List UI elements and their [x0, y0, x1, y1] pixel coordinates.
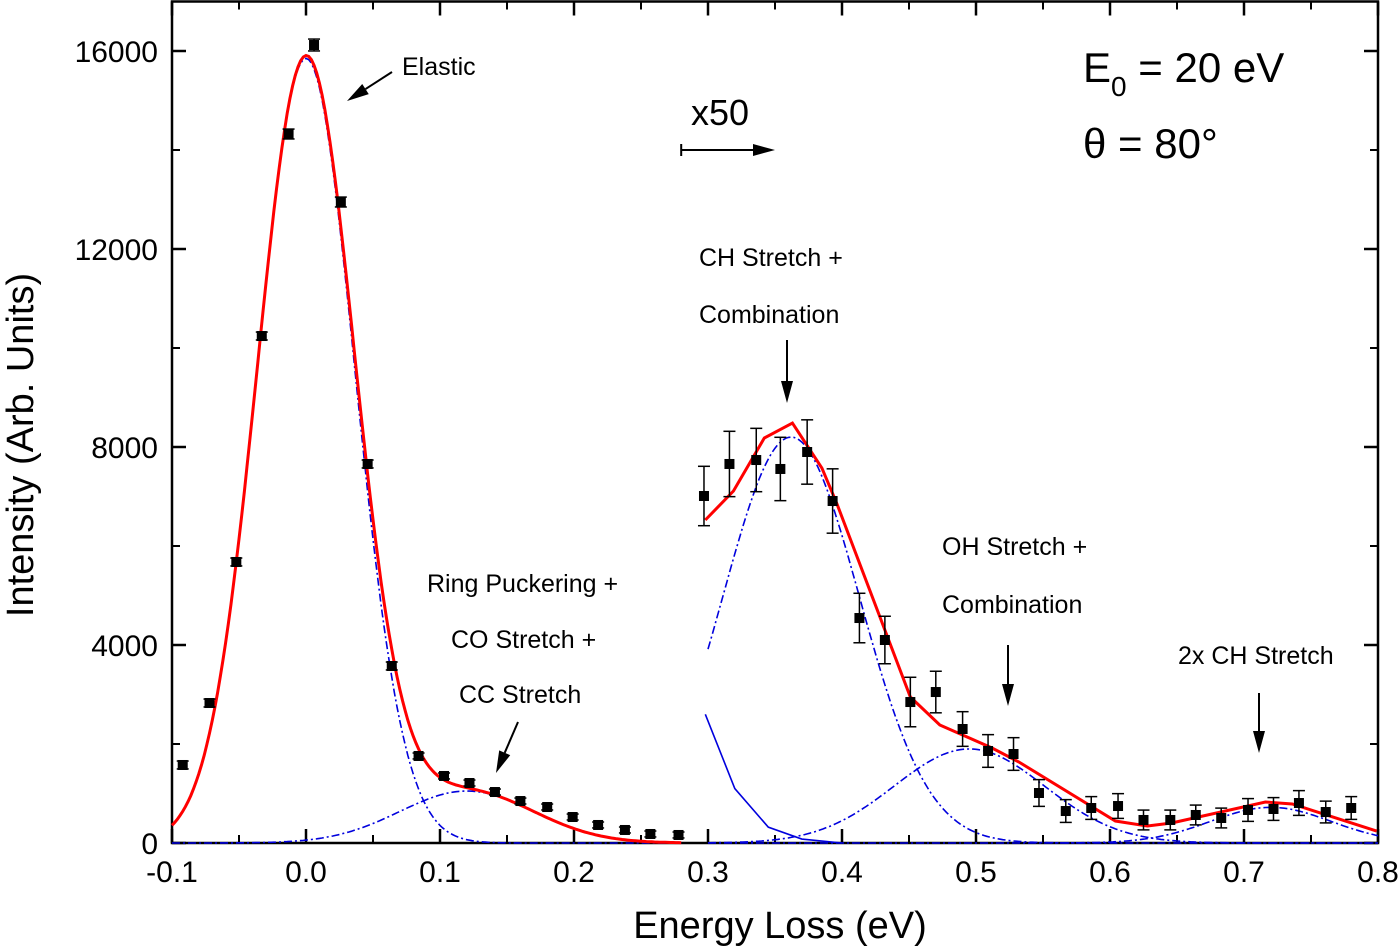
- data-point: [1216, 813, 1227, 824]
- oh-arrow-head: [1002, 684, 1014, 706]
- data-point: [751, 455, 762, 466]
- data-point: [593, 819, 604, 830]
- data-point: [724, 458, 735, 469]
- elastic-tail-right: [704, 714, 843, 844]
- annotation-ring-line3: CC Stretch: [459, 681, 581, 709]
- x-tick-label: 0.6: [1089, 856, 1131, 889]
- fit-curve-left: [170, 53, 682, 845]
- y-tick-label: 0: [141, 828, 158, 861]
- data-point: [335, 197, 346, 208]
- data-point: [879, 635, 890, 646]
- x-tick-label: -0.1: [146, 856, 198, 889]
- annotation-ring-line1: Ring Puckering +: [427, 570, 618, 598]
- y-tick-label: 12000: [75, 234, 158, 267]
- elastic-arrow-head: [347, 84, 369, 101]
- annotation-ring-line2: CO Stretch +: [451, 626, 596, 654]
- data-point: [567, 812, 578, 823]
- annotation-ch-line2: Combination: [699, 301, 839, 329]
- angle-label: θ = 80°: [1083, 120, 1218, 167]
- x-axis-title: Energy Loss (eV): [633, 905, 927, 947]
- scale-label: x50: [691, 92, 749, 133]
- fit-curve-right: [704, 421, 1378, 833]
- fit-components: [171, 57, 1379, 844]
- data-point: [177, 759, 188, 770]
- data-point: [775, 463, 786, 474]
- y-tick-label: 8000: [91, 432, 158, 465]
- data-point: [1243, 804, 1254, 815]
- data-point: [1268, 803, 1279, 814]
- data-point: [854, 613, 865, 624]
- y-tick-label: 4000: [91, 630, 158, 663]
- data-point: [905, 697, 916, 708]
- data-point: [827, 496, 838, 507]
- data-point: [930, 687, 941, 698]
- data-point: [1320, 807, 1331, 818]
- component-right-0: [707, 436, 1378, 844]
- data-point: [489, 787, 500, 798]
- fit-curves: [170, 53, 1378, 845]
- annotation-2xch: 2x CH Stretch: [1178, 642, 1334, 670]
- ring-arrow: [503, 721, 519, 754]
- data-point: [983, 745, 994, 756]
- data-point: [309, 40, 320, 51]
- data-point: [1060, 806, 1071, 817]
- data-point: [464, 778, 475, 789]
- x-tick-label: 0.8: [1357, 856, 1399, 889]
- data-point: [1008, 748, 1019, 759]
- ring-arrow-head: [496, 750, 511, 773]
- data-point: [1138, 814, 1149, 825]
- data-point: [673, 829, 684, 840]
- energy-label: E0 = 20 eV: [1083, 44, 1284, 102]
- annotation-elastic: Elastic: [402, 53, 476, 81]
- data-point: [619, 824, 630, 835]
- data-point: [256, 331, 267, 342]
- annotations: Elastic Ring Puckering + CO Stretch + CC…: [347, 44, 1334, 773]
- component-left-1: [172, 790, 682, 844]
- data-point: [362, 458, 373, 469]
- y-tick-label: 16000: [75, 36, 158, 69]
- data-point: [1113, 801, 1124, 812]
- annotation-ch-line1: CH Stretch +: [699, 244, 843, 272]
- data-point: [386, 660, 397, 671]
- data-point: [413, 750, 424, 761]
- x-tick-label: 0.3: [687, 856, 729, 889]
- data-point: [1346, 803, 1357, 814]
- data-point: [645, 828, 656, 839]
- data-point: [1165, 814, 1176, 825]
- data-point: [283, 129, 294, 140]
- data-point: [439, 770, 450, 781]
- data-point: [542, 802, 553, 813]
- annotation-oh-line1: OH Stretch +: [942, 533, 1087, 561]
- elastic-arrow: [364, 71, 393, 90]
- scale-arrow-head: [753, 144, 775, 156]
- data-point: [204, 698, 215, 709]
- data-point: [1190, 809, 1201, 820]
- component-right-2: [708, 806, 1379, 844]
- x-tick-label: 0.0: [285, 856, 327, 889]
- data-point: [1086, 803, 1097, 814]
- data-point: [698, 491, 709, 502]
- x-tick-label: 0.4: [821, 856, 863, 889]
- x-tick-label: 0.5: [955, 856, 997, 889]
- data-point: [1033, 788, 1044, 799]
- annotation-oh-line2: Combination: [942, 591, 1082, 619]
- component-right-1: [708, 748, 1378, 844]
- ch2-arrow-head: [1253, 731, 1265, 753]
- x-tick-label: 0.2: [553, 856, 595, 889]
- data-points: [176, 38, 1358, 840]
- data-point: [515, 796, 526, 807]
- y-axis-title: Intensity (Arb. Units): [0, 273, 42, 617]
- x-tick-label: 0.7: [1223, 856, 1265, 889]
- ch-arrow-head: [781, 381, 793, 403]
- x-tick-label: 0.1: [419, 856, 461, 889]
- data-point: [231, 556, 242, 567]
- data-point: [802, 446, 813, 457]
- data-point: [957, 724, 968, 735]
- data-point: [1293, 798, 1304, 809]
